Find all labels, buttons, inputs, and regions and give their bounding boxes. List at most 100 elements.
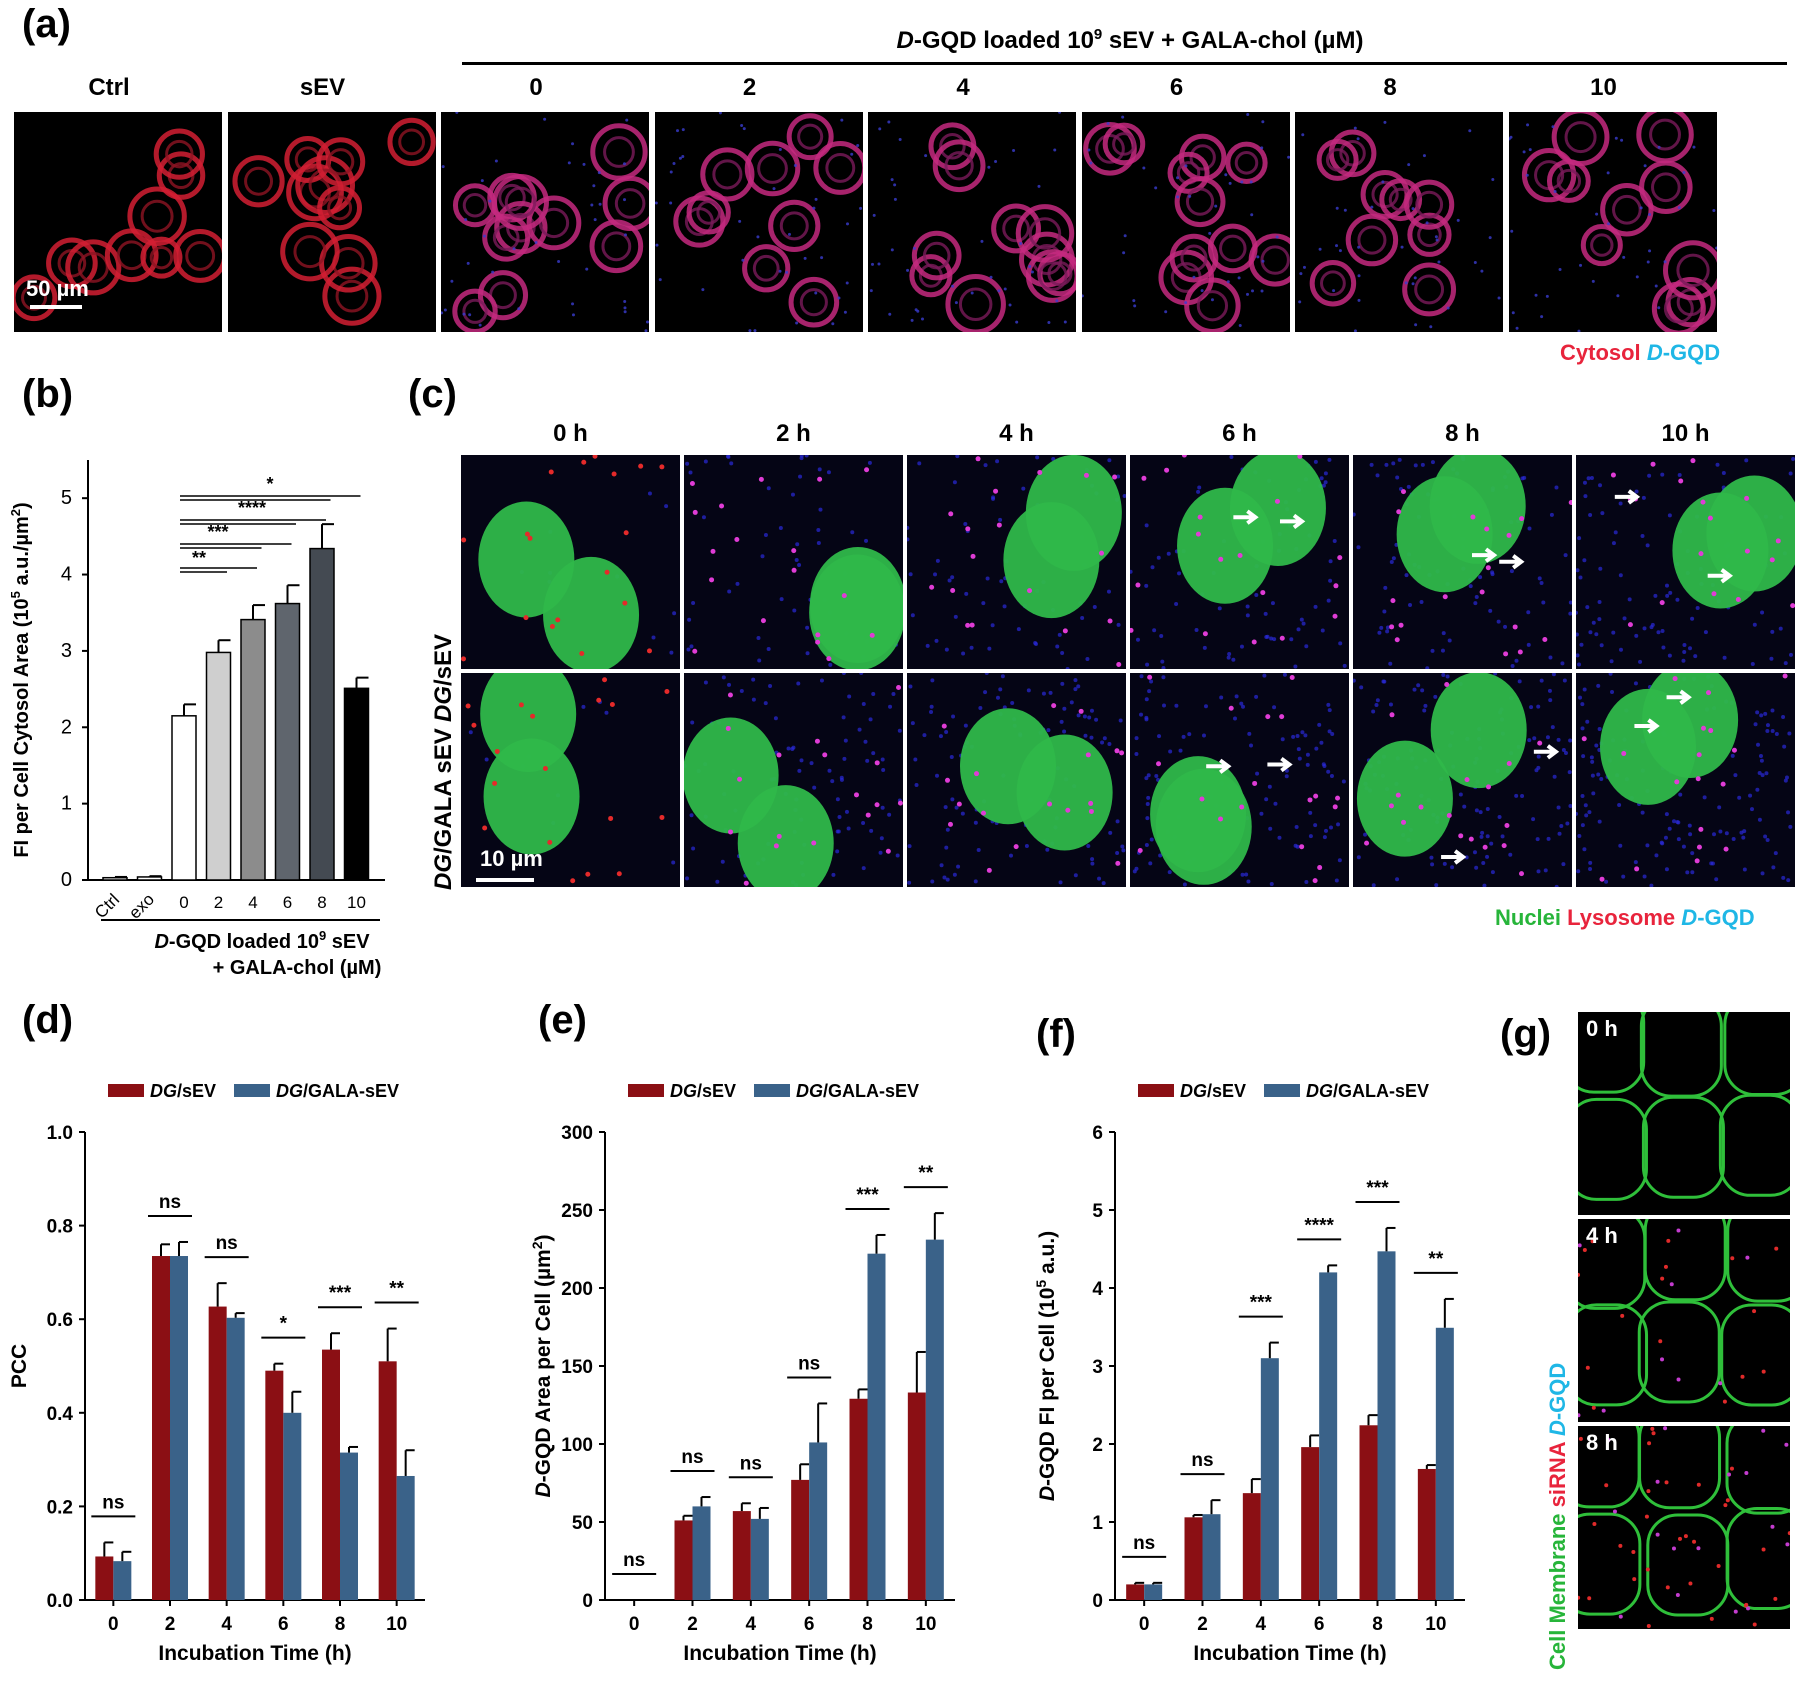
dgqd-dot	[763, 533, 768, 538]
bar	[136, 876, 163, 881]
dgqd-dot	[468, 313, 472, 317]
lysosome-dot	[524, 531, 530, 537]
cell-nucleus-ring	[1325, 148, 1350, 172]
dgqd-dot	[1599, 643, 1604, 648]
dgqd-dot	[604, 710, 609, 715]
lysosome-dot	[461, 537, 467, 543]
cell-ring	[1167, 151, 1210, 194]
sirna-dot	[1578, 1436, 1583, 1441]
significance-mark: ns	[216, 1233, 238, 1254]
dgqd-dot	[1682, 643, 1687, 648]
dgqd-dot	[1657, 145, 1661, 149]
dgqd-dot	[622, 162, 626, 166]
lysosome-dot	[1116, 662, 1122, 668]
lysosome-dot	[996, 522, 1002, 528]
bar	[1435, 1327, 1454, 1600]
dgqd-dot	[1053, 148, 1057, 152]
lysosome-dot	[1458, 833, 1464, 839]
arrow-icon	[1707, 568, 1734, 584]
dgqd-dot	[998, 517, 1003, 522]
dgqd-dot	[843, 738, 848, 743]
dgqd-dot	[1149, 837, 1154, 842]
dgqd-dot	[1245, 292, 1249, 296]
dgqd-dot	[443, 308, 447, 312]
dgqd-dot	[1397, 457, 1402, 462]
dgqd-dot	[984, 673, 989, 676]
dgqd-dot	[1083, 733, 1088, 738]
dgqd-dot	[1416, 683, 1421, 688]
dgqd-dot	[1182, 882, 1187, 887]
panel-c-micrograph-svg	[685, 455, 903, 669]
dgqd-dot	[1608, 673, 1613, 676]
bar	[1319, 1272, 1338, 1600]
cell-ring	[1638, 160, 1693, 215]
dgqd-dot	[1724, 831, 1729, 836]
dgqd-dot	[1239, 180, 1243, 184]
x-label-tail: sEV	[326, 931, 370, 953]
membrane-outline	[1639, 1012, 1723, 1098]
lysosome-dot	[1512, 624, 1518, 630]
dgqd-dot	[841, 715, 846, 720]
lysosome-dot	[1083, 472, 1089, 478]
dgqd-dot	[939, 863, 944, 868]
cell-ring	[1316, 138, 1359, 181]
dgqd-dot	[1598, 483, 1603, 488]
dgqd-dot	[907, 537, 910, 542]
dgqd-dot	[1297, 756, 1302, 761]
bar	[1144, 1584, 1163, 1600]
dgqd-dot	[1384, 462, 1389, 467]
y-label-sup: 5	[1033, 1280, 1049, 1288]
panel-c-scale-bar	[476, 878, 534, 882]
lysosome-dot	[1501, 843, 1507, 849]
lysosome-dot	[1279, 714, 1285, 720]
dgqd-dot	[1183, 164, 1187, 168]
lysosome-dot	[728, 829, 734, 835]
cell-nucleus-ring	[1218, 234, 1247, 263]
dgqd-dot	[1302, 265, 1306, 269]
dgqd-dot	[1088, 161, 1092, 165]
dgqd-dot	[1060, 650, 1065, 655]
dgqd-dot	[1245, 604, 1250, 609]
dgqd-dot	[1115, 819, 1120, 824]
dgqd-dot	[466, 261, 470, 265]
dgqd-dot	[1187, 194, 1191, 198]
dgqd-dot	[772, 187, 776, 191]
lysosome-dot	[815, 639, 821, 645]
y-tick-label: 4	[1092, 1279, 1103, 1300]
dgqd-dot	[1591, 791, 1596, 796]
x-tick-label: 4	[221, 1614, 232, 1635]
panel-c-micrograph-svg	[1132, 673, 1346, 887]
bar	[907, 1392, 926, 1600]
membrane-outline	[1726, 1219, 1790, 1303]
dgqd-dot	[1321, 483, 1326, 488]
dgqd-dot	[1576, 811, 1579, 816]
sirna-dot	[1729, 1466, 1734, 1471]
lysosome-dot	[689, 481, 695, 487]
dgqd-dot	[1338, 249, 1342, 253]
lysosome-dot	[1700, 725, 1706, 731]
dgqd-dot	[1175, 176, 1179, 180]
y-label-end: )	[11, 502, 33, 509]
dgqd-dot	[1159, 634, 1164, 639]
dgqd-dot	[1597, 726, 1602, 731]
dgqd-dot	[768, 683, 773, 688]
dgqd-dot	[1568, 738, 1572, 743]
dgqd-dot	[1336, 822, 1341, 827]
dgqd-dot	[1323, 480, 1328, 485]
dgqd-dot	[872, 213, 876, 217]
lysosome-dot	[1137, 848, 1143, 854]
sirna-dot	[1618, 1614, 1623, 1619]
sirna-dot	[1632, 1577, 1637, 1582]
dgqd-dot	[1590, 759, 1595, 764]
panel-g-micrograph: 8 h	[1578, 1426, 1790, 1629]
dgqd-dot	[1576, 869, 1581, 874]
dgqd-dot	[1539, 315, 1543, 319]
cell-ring	[1407, 212, 1452, 257]
dgqd-dot	[1327, 729, 1332, 734]
dgqd-dot	[1227, 651, 1232, 656]
dgqd-dot	[835, 797, 840, 802]
dgqd-dot	[1722, 655, 1727, 660]
cell-nucleus-ring	[1675, 253, 1710, 287]
dgqd-dot	[1441, 673, 1446, 677]
bar	[1202, 1514, 1221, 1600]
